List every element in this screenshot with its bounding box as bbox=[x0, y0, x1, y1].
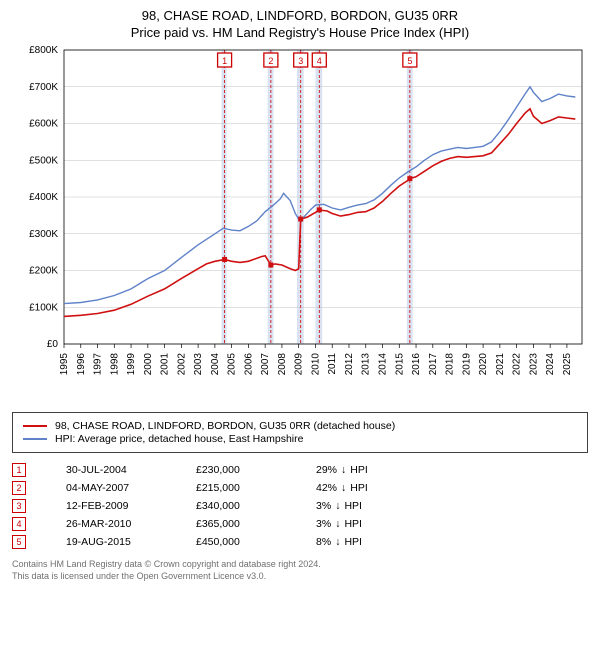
transaction-date: 19-AUG-2015 bbox=[66, 536, 156, 548]
copyright: Contains HM Land Registry data © Crown c… bbox=[12, 559, 588, 582]
svg-text:1998: 1998 bbox=[109, 353, 120, 376]
transaction-row: 2 04-MAY-2007 £215,000 42% ↓ HPI bbox=[12, 481, 588, 495]
svg-text:2013: 2013 bbox=[361, 353, 372, 376]
svg-text:2008: 2008 bbox=[277, 353, 288, 376]
transaction-row: 4 26-MAR-2010 £365,000 3% ↓ HPI bbox=[12, 517, 588, 531]
transaction-date: 12-FEB-2009 bbox=[66, 500, 156, 512]
transaction-row: 1 30-JUL-2004 £230,000 29% ↓ HPI bbox=[12, 463, 588, 477]
svg-text:3: 3 bbox=[298, 56, 303, 66]
transaction-diff: 8% ↓ HPI bbox=[316, 536, 362, 548]
svg-text:£200K: £200K bbox=[29, 266, 58, 277]
svg-text:£100K: £100K bbox=[29, 302, 58, 313]
svg-text:2021: 2021 bbox=[495, 353, 506, 376]
transaction-diff: 3% ↓ HPI bbox=[316, 500, 362, 512]
svg-text:2019: 2019 bbox=[461, 353, 472, 376]
transaction-date: 04-MAY-2007 bbox=[66, 482, 156, 494]
chart-container: 98, CHASE ROAD, LINDFORD, BORDON, GU35 0… bbox=[0, 0, 600, 590]
transaction-diff: 29% ↓ HPI bbox=[316, 464, 368, 476]
svg-text:1: 1 bbox=[222, 56, 227, 66]
transaction-diff: 3% ↓ HPI bbox=[316, 518, 362, 530]
svg-text:4: 4 bbox=[317, 56, 322, 66]
transaction-row: 5 19-AUG-2015 £450,000 8% ↓ HPI bbox=[12, 535, 588, 549]
svg-text:2003: 2003 bbox=[193, 353, 204, 376]
svg-text:2016: 2016 bbox=[411, 353, 422, 376]
svg-text:2005: 2005 bbox=[227, 353, 238, 376]
copyright-line-2: This data is licensed under the Open Gov… bbox=[12, 571, 588, 583]
svg-text:2020: 2020 bbox=[478, 353, 489, 376]
transaction-price: £450,000 bbox=[196, 536, 276, 548]
transaction-date: 30-JUL-2004 bbox=[66, 464, 156, 476]
legend-row: 98, CHASE ROAD, LINDFORD, BORDON, GU35 0… bbox=[23, 420, 577, 432]
transaction-marker: 5 bbox=[12, 535, 26, 549]
svg-text:2004: 2004 bbox=[210, 353, 221, 376]
svg-text:5: 5 bbox=[407, 56, 412, 66]
svg-text:2009: 2009 bbox=[294, 353, 305, 376]
transaction-marker: 1 bbox=[12, 463, 26, 477]
svg-text:1997: 1997 bbox=[93, 353, 104, 376]
svg-text:2023: 2023 bbox=[528, 353, 539, 376]
svg-text:2014: 2014 bbox=[378, 353, 389, 376]
svg-text:2007: 2007 bbox=[260, 353, 271, 376]
transaction-row: 3 12-FEB-2009 £340,000 3% ↓ HPI bbox=[12, 499, 588, 513]
svg-text:1996: 1996 bbox=[76, 353, 87, 376]
svg-text:2006: 2006 bbox=[243, 353, 254, 376]
transaction-price: £230,000 bbox=[196, 464, 276, 476]
svg-text:2010: 2010 bbox=[310, 353, 321, 376]
svg-text:2001: 2001 bbox=[160, 353, 171, 376]
svg-text:£700K: £700K bbox=[29, 82, 58, 93]
legend: 98, CHASE ROAD, LINDFORD, BORDON, GU35 0… bbox=[12, 412, 588, 453]
svg-text:2012: 2012 bbox=[344, 353, 355, 376]
transaction-marker: 4 bbox=[12, 517, 26, 531]
transaction-diff: 42% ↓ HPI bbox=[316, 482, 368, 494]
svg-text:2: 2 bbox=[268, 56, 273, 66]
transaction-price: £215,000 bbox=[196, 482, 276, 494]
transaction-marker: 2 bbox=[12, 481, 26, 495]
svg-text:2002: 2002 bbox=[176, 353, 187, 376]
transactions-table: 1 30-JUL-2004 £230,000 29% ↓ HPI 2 04-MAY-200… bbox=[12, 463, 588, 549]
svg-text:2015: 2015 bbox=[394, 353, 405, 376]
svg-text:1995: 1995 bbox=[59, 353, 70, 376]
legend-swatch bbox=[23, 438, 47, 440]
svg-text:1999: 1999 bbox=[126, 353, 137, 376]
chart-svg: £0 £100K £200K £300K £400K £500K £600K £700K £80… bbox=[12, 44, 588, 404]
svg-text:2000: 2000 bbox=[143, 353, 154, 376]
svg-text:£500K: £500K bbox=[29, 155, 58, 166]
transaction-date: 26-MAR-2010 bbox=[66, 518, 156, 530]
chart: £0 £100K £200K £300K £400K £500K £600K £700K £80… bbox=[12, 44, 588, 404]
svg-text:£300K: £300K bbox=[29, 229, 58, 240]
svg-text:£0: £0 bbox=[47, 339, 59, 350]
title-block: 98, CHASE ROAD, LINDFORD, BORDON, GU35 0… bbox=[12, 8, 588, 40]
svg-text:2018: 2018 bbox=[445, 353, 456, 376]
legend-label: HPI: Average price, detached house, East… bbox=[55, 433, 303, 445]
svg-text:2024: 2024 bbox=[545, 353, 556, 376]
legend-swatch bbox=[23, 425, 47, 427]
svg-text:2022: 2022 bbox=[512, 353, 523, 376]
legend-row: HPI: Average price, detached house, East… bbox=[23, 433, 577, 445]
chart-title: 98, CHASE ROAD, LINDFORD, BORDON, GU35 0… bbox=[12, 8, 588, 23]
transaction-price: £340,000 bbox=[196, 500, 276, 512]
chart-subtitle: Price paid vs. HM Land Registry's House … bbox=[12, 25, 588, 40]
svg-text:2025: 2025 bbox=[562, 353, 573, 376]
svg-text:£400K: £400K bbox=[29, 192, 58, 203]
svg-text:£800K: £800K bbox=[29, 45, 58, 56]
svg-text:£600K: £600K bbox=[29, 119, 58, 130]
transaction-price: £365,000 bbox=[196, 518, 276, 530]
svg-text:2017: 2017 bbox=[428, 353, 439, 376]
copyright-line-1: Contains HM Land Registry data © Crown c… bbox=[12, 559, 588, 571]
transaction-marker: 3 bbox=[12, 499, 26, 513]
svg-text:2011: 2011 bbox=[327, 353, 338, 375]
legend-label: 98, CHASE ROAD, LINDFORD, BORDON, GU35 0… bbox=[55, 420, 395, 432]
